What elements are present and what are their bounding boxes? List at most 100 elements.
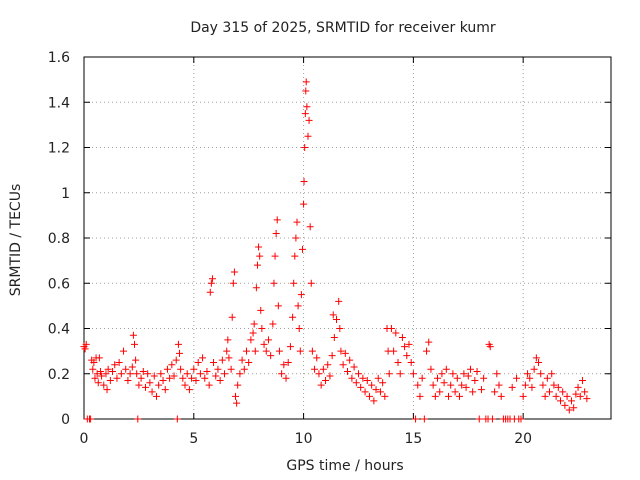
data-point	[543, 374, 551, 382]
data-point	[414, 381, 422, 389]
data-point	[548, 370, 556, 378]
data-point	[313, 354, 321, 362]
data-point	[150, 372, 158, 380]
data-point	[269, 320, 277, 328]
data-point	[561, 401, 569, 409]
data-point	[289, 313, 297, 321]
data-point	[141, 383, 149, 391]
data-point	[552, 392, 560, 400]
data-point	[250, 320, 258, 328]
data-point	[199, 354, 207, 362]
data-point	[438, 370, 446, 378]
data-point	[292, 234, 300, 242]
data-point	[229, 279, 237, 287]
y-tick-label: 1	[61, 186, 70, 202]
data-point	[81, 345, 89, 353]
data-point	[554, 383, 562, 391]
data-point	[423, 347, 431, 355]
data-point	[361, 388, 369, 396]
data-point	[469, 388, 477, 396]
data-point	[425, 338, 433, 346]
data-point	[559, 388, 567, 396]
data-point	[106, 377, 114, 385]
data-point	[532, 354, 540, 362]
data-point	[344, 367, 351, 375]
data-point	[401, 343, 409, 351]
data-point	[104, 365, 112, 373]
data-point	[177, 365, 185, 373]
data-point	[442, 365, 450, 373]
data-point	[445, 392, 453, 400]
data-point	[539, 381, 547, 389]
data-point	[90, 358, 98, 366]
data-point	[129, 331, 137, 339]
data-point	[385, 370, 393, 378]
data-point	[319, 365, 327, 373]
data-point	[260, 340, 268, 348]
data-point	[102, 370, 110, 378]
data-point	[387, 325, 395, 332]
data-point	[224, 336, 232, 344]
data-point	[280, 361, 288, 369]
data-point	[190, 365, 198, 373]
data-point	[359, 374, 367, 382]
data-point	[324, 361, 332, 369]
data-point	[273, 216, 281, 224]
x-tick-label: 20	[514, 431, 532, 447]
data-point	[390, 347, 398, 355]
data-point	[363, 377, 371, 385]
data-point	[348, 374, 356, 382]
data-point	[328, 352, 336, 360]
data-point	[565, 406, 573, 414]
data-point	[337, 347, 345, 355]
data-point	[572, 390, 580, 398]
data-point	[172, 356, 180, 364]
data-point	[157, 370, 165, 378]
data-point	[208, 275, 216, 283]
data-point	[234, 381, 242, 389]
data-point	[133, 370, 141, 378]
data-point	[253, 261, 261, 269]
data-point	[166, 374, 174, 382]
data-point	[270, 279, 278, 287]
data-point	[368, 381, 376, 389]
data-point	[194, 358, 202, 366]
data-point	[471, 377, 479, 385]
data-point	[188, 374, 196, 382]
y-tick-label: 1.2	[48, 141, 70, 157]
data-point	[379, 379, 387, 387]
data-point	[126, 370, 134, 378]
data-point	[508, 383, 516, 391]
data-point	[173, 415, 181, 423]
data-point	[206, 288, 214, 296]
data-point	[333, 315, 341, 323]
data-point	[530, 365, 538, 373]
data-point	[300, 177, 308, 185]
data-point	[290, 279, 298, 287]
data-point	[179, 374, 187, 382]
data-point	[563, 392, 571, 400]
data-point	[521, 381, 529, 389]
chart-title: Day 315 of 2025, SRMTID for receiver kum…	[190, 20, 496, 36]
data-point	[407, 358, 415, 366]
data-point	[284, 358, 292, 366]
data-point	[392, 329, 400, 337]
data-point	[311, 365, 319, 373]
data-point	[176, 349, 184, 357]
data-point	[245, 358, 253, 366]
data-point	[517, 415, 525, 423]
data-point	[346, 356, 354, 364]
data-point	[181, 381, 189, 389]
y-axis: 0 0.2 0.4 0.6 0.8 1 1.2 1.4 1.6	[48, 50, 611, 428]
data-point	[205, 381, 213, 389]
data-point	[354, 370, 362, 378]
data-point	[242, 347, 250, 355]
data-point	[307, 279, 315, 287]
data-point	[82, 340, 90, 348]
data-point	[300, 200, 308, 208]
data-point	[264, 336, 272, 344]
data-point	[271, 252, 279, 260]
data-point	[302, 78, 310, 86]
data-point	[581, 388, 589, 396]
data-point	[449, 370, 457, 378]
